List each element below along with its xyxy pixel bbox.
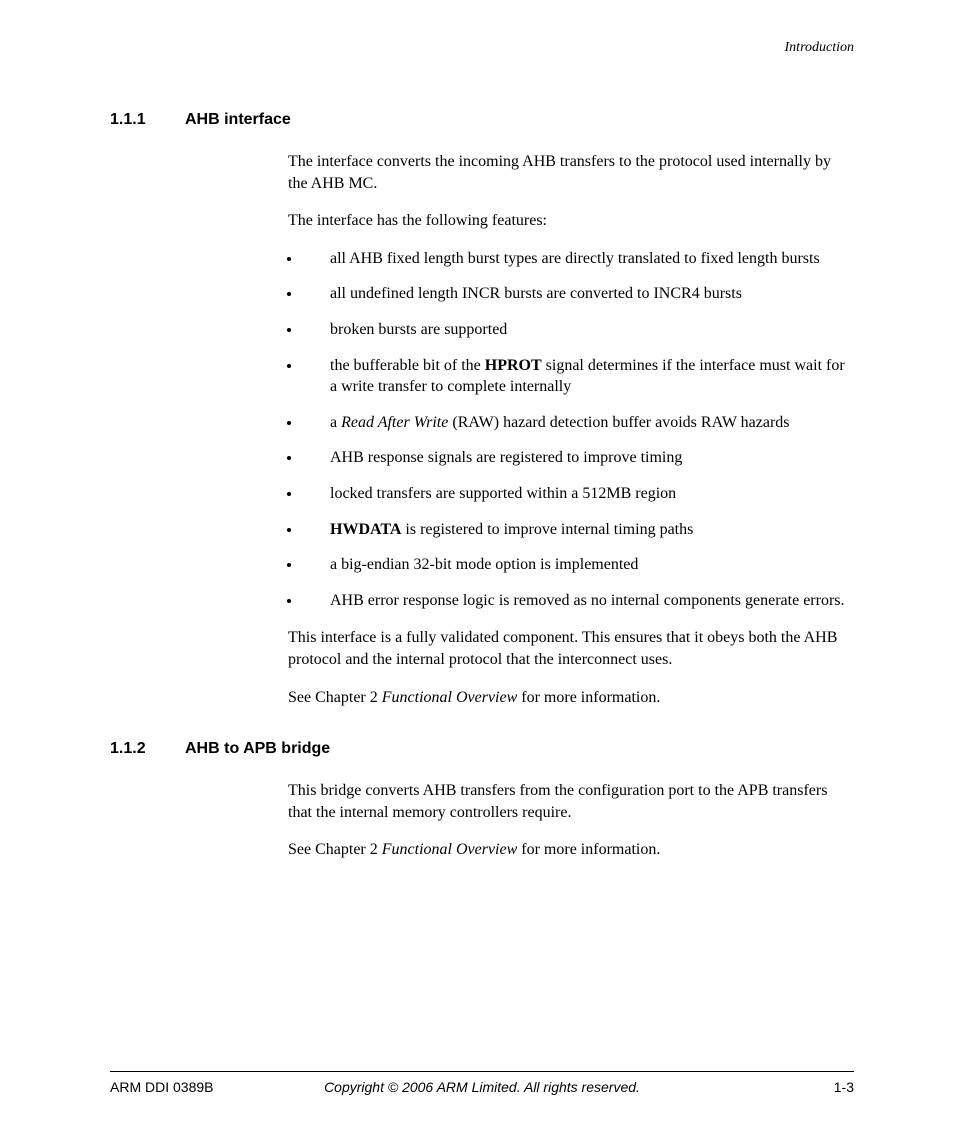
footer-rule (110, 1071, 854, 1072)
section-title: AHB interface (185, 111, 854, 129)
page: Introduction 1.1.1 AHB interface The int… (0, 0, 954, 1145)
bullet-item: all undefined length INCR bursts are con… (302, 283, 854, 305)
para: This bridge converts AHB transfers from … (288, 780, 854, 823)
running-header: Introduction (110, 40, 854, 56)
para: This interface is a fully validated comp… (288, 627, 854, 670)
section-heading: 1.1.1 AHB interface (110, 111, 854, 129)
section-heading: 1.1.2 AHB to APB bridge (110, 740, 854, 758)
section-1-1-1: 1.1.1 AHB interface The interface conver… (110, 111, 854, 708)
bullet-item: the bufferable bit of the HPROT signal d… (302, 355, 854, 398)
bullet-item: HWDATA is registered to improve internal… (302, 519, 854, 541)
bullet-item: a Read After Write (RAW) hazard detectio… (302, 412, 854, 434)
footer-copyright: Copyright © 2006 ARM Limited. All rights… (110, 1079, 854, 1095)
section-1-1-2: 1.1.2 AHB to APB bridge This bridge conv… (110, 740, 854, 861)
section-body: This bridge converts AHB transfers from … (288, 780, 854, 861)
section-number: 1.1.1 (110, 111, 185, 129)
bullet-item: broken bursts are supported (302, 319, 854, 341)
section-body: The interface converts the incoming AHB … (288, 151, 854, 708)
section-title: AHB to APB bridge (185, 740, 854, 758)
bullet-item: all AHB fixed length burst types are dir… (302, 248, 854, 270)
bullet-item: locked transfers are supported within a … (302, 483, 854, 505)
section-number: 1.1.2 (110, 740, 185, 758)
para: The interface converts the incoming AHB … (288, 151, 854, 194)
bullet-list: all AHB fixed length burst types are dir… (288, 248, 854, 612)
bullet-item: a big-endian 32-bit mode option is imple… (302, 554, 854, 576)
bullet-item: AHB error response logic is removed as n… (302, 590, 854, 612)
para: The interface has the following features… (288, 210, 854, 232)
para: See Chapter 2 Functional Overview for mo… (288, 839, 854, 861)
bullet-item: AHB response signals are registered to i… (302, 447, 854, 469)
para: See Chapter 2 Functional Overview for mo… (288, 687, 854, 709)
footer: ARM DDI 0389B Copyright © 2006 ARM Limit… (110, 1079, 854, 1095)
